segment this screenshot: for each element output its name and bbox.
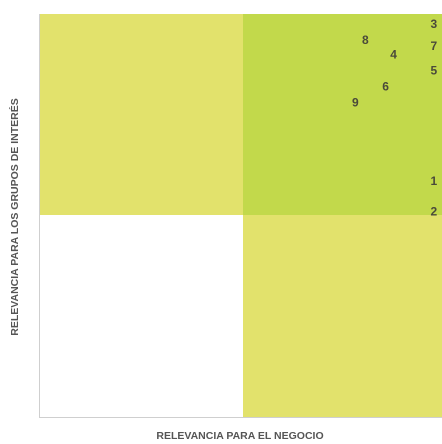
point-label-6: 6 — [382, 80, 389, 94]
quadrant-bottom-left — [39, 215, 243, 417]
quadrant-bottom-right — [243, 215, 442, 417]
point-label-9: 9 — [352, 96, 359, 110]
point-label-7: 7 — [431, 39, 438, 53]
x-axis-label: RELEVANCIA PARA EL NEGOCIO — [156, 430, 323, 442]
quadrant-top-left — [39, 14, 243, 215]
point-label-1: 1 — [431, 174, 438, 188]
point-label-8: 8 — [362, 33, 369, 47]
point-label-3: 3 — [431, 17, 438, 31]
data-points: 1 2 3 4 5 6 7 8 9 — [352, 17, 438, 218]
point-label-4: 4 — [390, 47, 397, 61]
point-label-5: 5 — [431, 63, 438, 77]
point-label-2: 2 — [431, 205, 438, 219]
y-axis-label: RELEVANCIA PARA LOS GRUPOS DE INTERÉS — [8, 98, 21, 335]
quadrant-top-right — [243, 14, 442, 215]
